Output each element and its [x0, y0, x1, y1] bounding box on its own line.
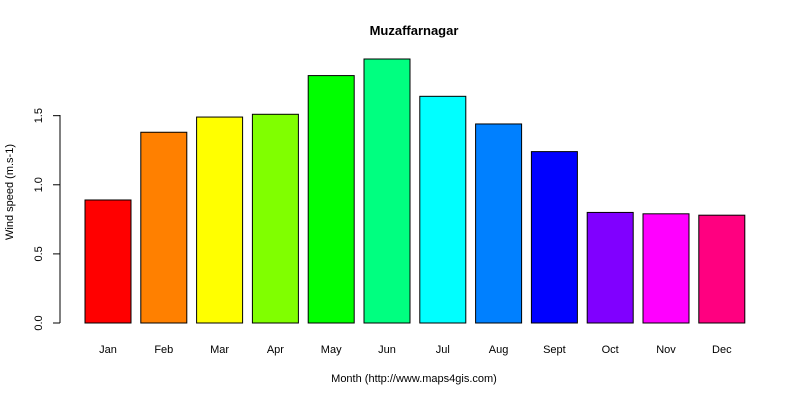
y-ticks: 0.0 0.5 1.0 1.5 — [33, 108, 60, 331]
bar-jul — [419, 95, 467, 324]
x-tick-label: Apr — [267, 344, 284, 356]
bar-jan — [84, 199, 132, 324]
bar-sept — [530, 151, 578, 324]
bar-mar — [196, 116, 244, 324]
x-labels: Jan Feb Mar Apr May Jun Jul Aug Sept Oct Nov Dec — [99, 344, 732, 356]
bar-may — [307, 75, 355, 324]
bar-aug — [475, 123, 523, 324]
y-axis-label: Wind speed (m.s-1) — [4, 144, 16, 240]
bar-dec — [698, 214, 746, 324]
y-tick-label: 1.0 — [33, 177, 45, 192]
x-tick-label: Dec — [712, 344, 732, 356]
chart-title: Muzaffarnagar — [370, 23, 459, 38]
bar-oct — [586, 211, 634, 324]
y-tick-label: 0.0 — [33, 315, 45, 330]
x-tick-label: Nov — [656, 344, 676, 356]
bar-apr — [251, 113, 299, 324]
bar-nov — [642, 213, 690, 324]
y-tick-label: 1.5 — [33, 108, 45, 123]
x-axis-label: Month (http://www.maps4gis.com) — [331, 373, 497, 385]
x-tick-label: Mar — [210, 344, 229, 356]
y-tick-label: 0.5 — [33, 246, 45, 261]
x-tick-label: Feb — [154, 344, 173, 356]
x-tick-label: Jul — [436, 344, 450, 356]
x-tick-label: Jan — [99, 344, 117, 356]
bars — [84, 58, 746, 324]
x-tick-label: May — [321, 344, 342, 356]
bar-feb — [140, 131, 188, 324]
x-tick-label: Sept — [543, 344, 566, 356]
x-tick-label: Jun — [378, 344, 396, 356]
x-tick-label: Aug — [489, 344, 509, 356]
x-tick-label: Oct — [602, 344, 619, 356]
bar-jun — [363, 58, 411, 324]
